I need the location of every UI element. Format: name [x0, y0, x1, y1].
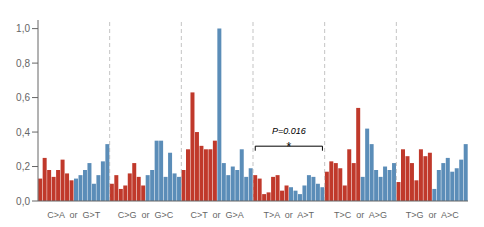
svg-text:T>G or A>C: T>G or A>C	[406, 210, 460, 219]
svg-text:P=0.016: P=0.016	[272, 126, 306, 136]
svg-text:C>G or G>C: C>G or G>C	[118, 210, 174, 219]
svg-text:0,0: 0,0	[16, 196, 30, 207]
svg-text:T>C or A>G: T>C or A>G	[334, 210, 387, 219]
svg-text:C>T or G>A: C>T or G>A	[190, 210, 243, 219]
svg-text:T>A or A>T: T>A or A>T	[264, 210, 315, 219]
svg-text:*: *	[286, 140, 291, 154]
svg-text:0,2: 0,2	[16, 161, 30, 172]
svg-text:0,6: 0,6	[16, 92, 30, 103]
svg-text:C>A or G>T: C>A or G>T	[47, 210, 101, 219]
svg-text:1,0: 1,0	[16, 23, 30, 34]
svg-text:0,4: 0,4	[16, 127, 30, 138]
svg-text:0,8: 0,8	[16, 58, 30, 69]
